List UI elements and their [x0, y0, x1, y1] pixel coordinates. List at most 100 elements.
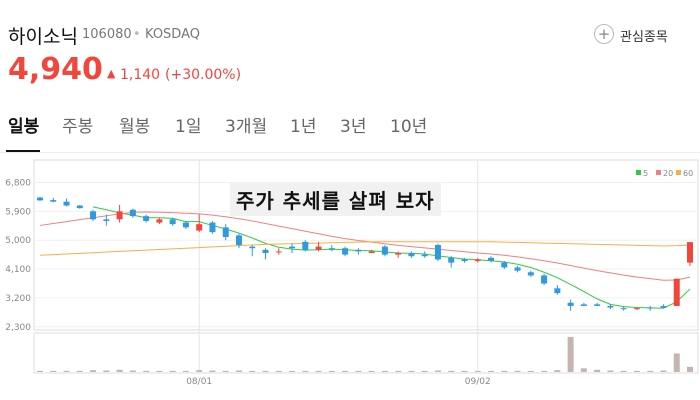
volume-bar — [196, 370, 203, 372]
candle-body — [143, 216, 150, 221]
tab[interactable]: 3개월 — [225, 117, 268, 137]
candle-body — [434, 245, 441, 260]
legend-swatch — [656, 170, 661, 175]
candle-body — [262, 249, 269, 254]
volume-bar — [315, 370, 322, 372]
tab[interactable]: 1일 — [175, 117, 202, 137]
candle-body — [395, 253, 402, 255]
volume-bar — [620, 370, 627, 372]
tab-underline — [6, 150, 40, 152]
volume-bar — [156, 370, 163, 372]
volume-bar — [541, 370, 548, 372]
volume-bar — [355, 370, 362, 372]
volume-bar — [554, 370, 561, 372]
candle-body — [182, 222, 189, 228]
x-tick-label: 08/01 — [186, 377, 212, 387]
volume-bar — [488, 370, 495, 372]
candle-body — [527, 272, 534, 276]
candle-body — [461, 259, 468, 262]
tab[interactable]: 10년 — [390, 117, 428, 137]
legend-swatch — [676, 170, 681, 175]
candle-body — [541, 275, 548, 284]
volume-bar — [328, 370, 335, 372]
candle-body — [235, 235, 242, 245]
plot-frame — [33, 159, 699, 331]
volume-bar — [182, 370, 189, 372]
volume-bar — [116, 369, 123, 372]
volume-bar — [50, 370, 57, 372]
legend-label: 5 — [643, 169, 648, 178]
legend-swatch — [636, 170, 641, 175]
ma-line — [39, 211, 691, 281]
volume-bar — [289, 370, 296, 372]
candle-body — [687, 242, 693, 263]
volume-bar — [209, 370, 216, 372]
candle-body — [129, 209, 136, 217]
candle-body — [580, 304, 587, 306]
volume-bar — [37, 370, 43, 372]
volume-bar — [580, 368, 587, 372]
candle-body — [448, 257, 455, 263]
volume-bar — [395, 370, 402, 372]
volume-frame — [33, 332, 699, 374]
candle-body — [342, 248, 349, 255]
change: 1,140 — [120, 67, 161, 83]
separator: • — [133, 27, 141, 42]
candle-body — [408, 253, 415, 257]
candle-body — [50, 200, 57, 202]
candle-body — [647, 307, 654, 309]
volume-bar — [368, 370, 375, 372]
candle-body — [90, 211, 97, 220]
volume-bar — [235, 370, 242, 372]
volume-bar — [381, 370, 388, 372]
tab[interactable]: 일봉 — [8, 117, 40, 137]
volume-bar — [461, 370, 468, 372]
y-tick-label: 5,900 — [5, 207, 31, 217]
y-tick-label: 6,800 — [5, 178, 31, 188]
candle-body — [620, 308, 627, 310]
price: 4,940 — [8, 52, 103, 87]
candle-body — [222, 227, 229, 237]
candle-body — [116, 211, 123, 220]
y-tick-label: 2,300 — [5, 323, 31, 333]
x-tick-label: 09/02 — [465, 377, 491, 387]
ma-line — [92, 206, 691, 309]
volume-bar — [448, 370, 455, 372]
volume-bar — [607, 370, 614, 372]
candle-body — [673, 278, 680, 306]
volume-bar — [514, 370, 521, 372]
volume-bar — [421, 370, 428, 372]
candle-body — [514, 267, 521, 271]
candle-body — [275, 251, 282, 253]
candle-body — [169, 219, 176, 225]
tab[interactable]: 주봉 — [62, 117, 94, 137]
volume-bar — [76, 370, 83, 372]
legend-label: 20 — [663, 169, 673, 178]
volume-bar — [501, 370, 508, 372]
candle-body — [421, 254, 428, 257]
candle-body — [381, 246, 388, 255]
tab[interactable]: 1년 — [290, 117, 317, 137]
candle-body — [156, 219, 163, 223]
volume-bar — [249, 370, 256, 372]
candle-body — [607, 305, 614, 308]
tab[interactable]: 3년 — [340, 117, 367, 137]
volume-bar — [262, 370, 269, 372]
stock-code: 106080 — [82, 27, 132, 42]
volume-bar — [103, 370, 110, 372]
stock-name: 하이소닉 — [8, 26, 78, 48]
volume-bar — [474, 370, 481, 372]
watch-button[interactable]: 관심종목 — [620, 30, 668, 45]
add-icon[interactable]: + — [594, 24, 614, 44]
volume-bar — [222, 370, 229, 372]
market: KOSDAQ — [145, 27, 200, 42]
volume-bar — [647, 370, 654, 372]
candle-body — [660, 305, 667, 308]
candle-body — [474, 259, 481, 262]
volume-bar — [687, 366, 693, 372]
candle-body — [328, 248, 335, 250]
y-tick-label: 3,200 — [5, 294, 31, 304]
volume-bar — [63, 370, 70, 372]
tab[interactable]: 월봉 — [119, 117, 151, 137]
candle-body — [315, 246, 322, 250]
